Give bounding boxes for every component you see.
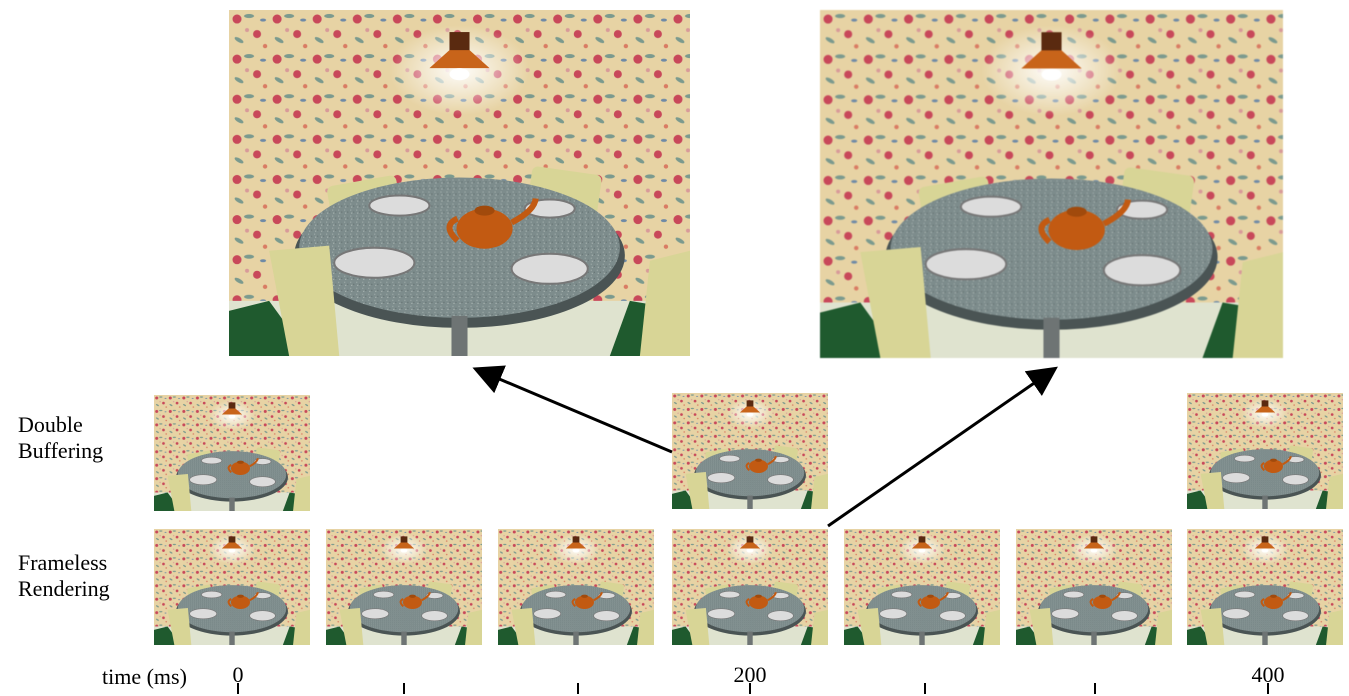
time-axis-label: time (ms) <box>102 664 187 689</box>
time-tick <box>1094 683 1096 694</box>
arrow-double-buffering <box>472 365 673 454</box>
time-tick <box>749 683 751 694</box>
frameless-frame <box>1016 529 1172 645</box>
arrow-frameless <box>827 366 1058 528</box>
double-buffer-frame <box>1187 393 1343 509</box>
row-label-double-buffering: Double Buffering <box>18 412 103 464</box>
frameless-frame <box>498 529 654 645</box>
tick-label: 400 <box>1251 662 1285 687</box>
row-label-line: Double <box>18 412 83 437</box>
time-tick <box>1267 683 1269 694</box>
frameless-frame <box>844 529 1000 645</box>
time-tick <box>237 683 239 694</box>
tick-label: 200 <box>733 662 767 687</box>
double-buffer-frame <box>672 393 828 509</box>
time-tick <box>403 683 405 694</box>
frameless-frame <box>1187 529 1343 645</box>
enlarged-frame-frameless <box>820 10 1283 358</box>
frameless-frame <box>672 529 828 645</box>
time-tick <box>924 683 926 694</box>
row-label-line: Frameless <box>18 550 108 575</box>
frameless-frame <box>154 529 310 645</box>
time-tick <box>577 683 579 694</box>
row-label-line: Buffering <box>18 438 104 463</box>
tick-label: 0 <box>232 662 244 687</box>
row-label-line: Rendering <box>18 576 110 601</box>
enlarged-frame-double-buffering <box>229 10 690 356</box>
frameless-frame <box>326 529 482 645</box>
double-buffer-frame <box>154 395 310 511</box>
row-label-frameless-rendering: Frameless Rendering <box>18 550 110 602</box>
